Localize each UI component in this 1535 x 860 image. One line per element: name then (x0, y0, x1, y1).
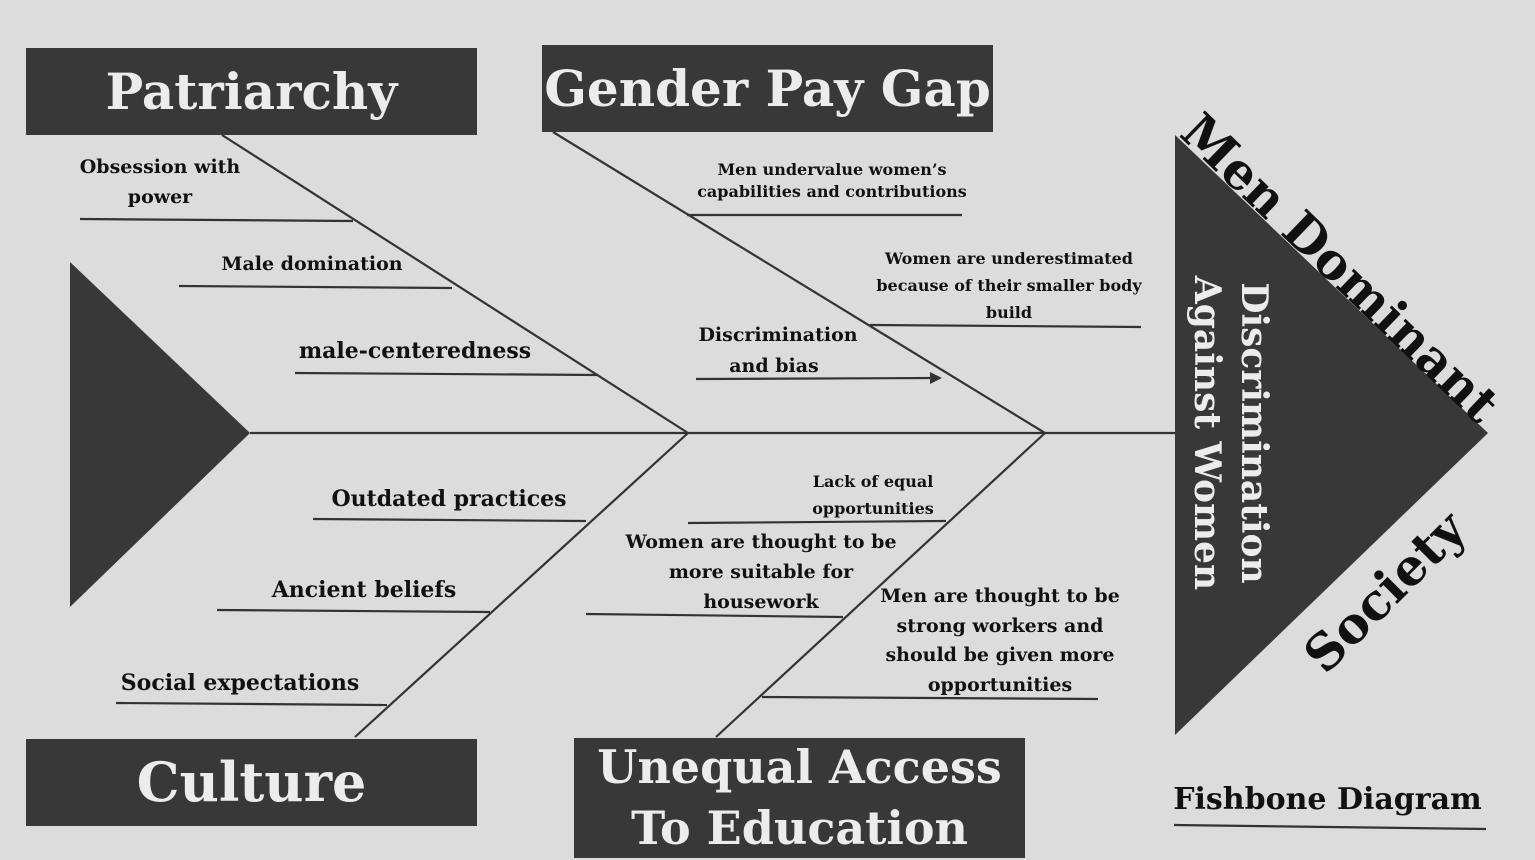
cause-discrimination-line1: Discrimination (698, 324, 858, 346)
cause-housework-line2: more suitable for (668, 561, 854, 584)
rib-housework (585, 612, 844, 619)
cause-undervalue-line2: capabilities and contributions (697, 181, 967, 201)
cause-social-expectations: Social expectations (90, 669, 390, 699)
cause-outdated-practices: Outdated practices (305, 485, 593, 515)
diagram-caption: Fishbone Diagram (1160, 780, 1495, 821)
cause-strong-workers-line3: should be given more (885, 644, 1115, 667)
cause-male-domination: Male domination (192, 252, 432, 278)
problem-line2: Against Women (1186, 275, 1229, 591)
category-culture-label: Culture (136, 749, 367, 814)
rib-underestimated (869, 323, 1142, 329)
cause-discrimination-line2: and bias (729, 354, 819, 377)
cause-ancient-beliefs-label: Ancient beliefs (271, 577, 457, 603)
rib-lack-equal (687, 519, 947, 525)
cause-underestimated-line2: because of their smaller body (876, 276, 1142, 296)
category-gender-pay-gap-label: Gender Pay Gap (544, 59, 991, 118)
head-triangle (1175, 135, 1488, 735)
category-culture: Culture (26, 739, 477, 826)
cause-obsession-line2: power (127, 186, 193, 209)
cause-social-expectations-label: Social expectations (120, 670, 360, 696)
cause-male-centeredness-label: male-centeredness (298, 338, 532, 364)
category-unequal-access-line2: To Education (631, 801, 968, 855)
rib-ancient-beliefs (216, 608, 491, 614)
rib-male-domination (178, 284, 453, 290)
cause-obsession-line1: Obsession with (79, 156, 241, 178)
rib-obsession (79, 217, 354, 223)
cause-undervalue-line1: Men undervalue women’s (717, 160, 947, 179)
cause-men-strong-workers: Men are thought to be strong workers and… (866, 582, 1134, 701)
cause-discrimination-and-bias: Discrimination and bias (680, 320, 876, 382)
bone-culture (354, 432, 689, 738)
rib-outdated-practices (312, 517, 587, 523)
cause-ancient-beliefs: Ancient beliefs (240, 576, 488, 606)
bone-patriarchy (221, 134, 689, 434)
cause-lack-of-equal-opportunities: Lack of equal opportunities (790, 468, 956, 522)
cause-strong-workers-line1: Men are thought to be (880, 585, 1120, 607)
cause-women-underestimated: Women are underestimated because of thei… (848, 245, 1170, 327)
cause-underestimated-line3: build (985, 303, 1033, 323)
cause-male-centeredness: male-centeredness (284, 337, 546, 367)
cause-outdated-practices-label: Outdated practices (331, 486, 567, 512)
cause-underestimated-line1: Women are underestimated (885, 249, 1133, 268)
rib-social-expectations (115, 701, 388, 707)
category-unequal-access: Unequal Access To Education (574, 738, 1025, 858)
category-gender-pay-gap: Gender Pay Gap (542, 45, 993, 132)
rib-male-centeredness (294, 371, 599, 377)
bone-unequal-access (715, 432, 1046, 738)
diagram-caption-text: Fishbone Diagram (1173, 782, 1482, 817)
arrowhead-icon (930, 372, 942, 384)
cause-men-undervalue: Men undervalue women’s capabilities and … (672, 159, 992, 202)
cause-male-domination-label: Male domination (221, 253, 403, 275)
cause-housework-line3: housework (703, 591, 819, 614)
caption-underline (1173, 823, 1487, 831)
problem-line1: Discrimination (1233, 282, 1275, 584)
cause-women-housework: Women are thought to be more suitable fo… (612, 527, 910, 617)
rib-strong-workers (761, 695, 1099, 701)
category-patriarchy-label: Patriarchy (105, 62, 398, 121)
cause-strong-workers-line2: strong workers and (896, 614, 1104, 637)
cause-obsession-with-power: Obsession with power (60, 152, 260, 213)
cause-lack-equal-line2: opportunities (812, 499, 934, 519)
bone-gender-pay-gap (552, 131, 1046, 434)
category-unequal-access-line1: Unequal Access (597, 740, 1002, 795)
category-patriarchy: Patriarchy (26, 48, 477, 135)
tail-triangle (70, 262, 250, 607)
problem-statement: Discrimination Against Women (1186, 273, 1277, 593)
cause-lack-equal-line1: Lack of equal (812, 472, 934, 491)
cause-strong-workers-line4: opportunities (927, 673, 1073, 696)
cause-housework-line1: Women are thought to be (625, 531, 897, 553)
arrow-discrimination (695, 376, 936, 381)
